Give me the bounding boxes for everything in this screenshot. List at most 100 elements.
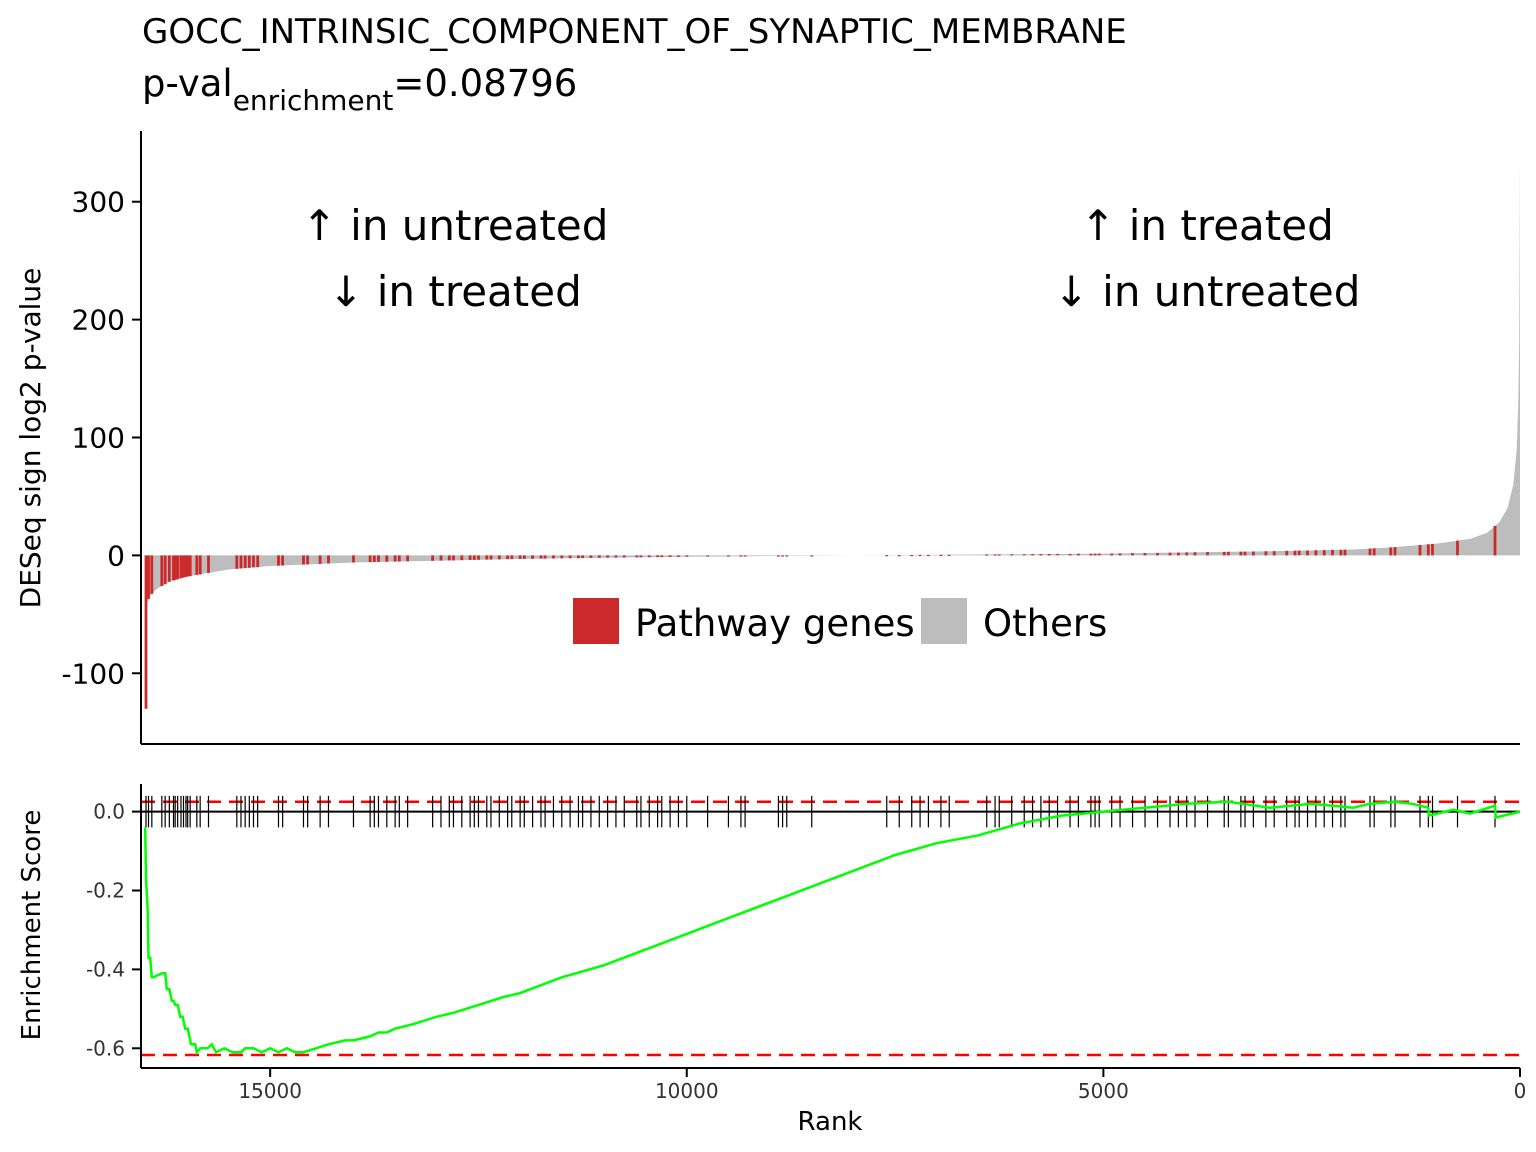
pathway-gene-bar <box>377 555 380 562</box>
pathway-gene-bar <box>167 555 171 582</box>
pathway-gene-bar <box>1343 549 1347 556</box>
pathway-gene-bar <box>352 555 355 563</box>
top-y-tick-label: 200 <box>72 304 125 337</box>
pval-prefix: p-val <box>142 62 233 105</box>
pathway-gene-bar <box>1089 553 1093 556</box>
annotation-left-line1: ↑ in untreated <box>302 201 609 250</box>
pathway-gene-bar <box>539 555 543 559</box>
pathway-gene-bar <box>656 555 659 558</box>
bottom-y-tick-label: 0.0 <box>93 800 125 824</box>
pathway-gene-bar <box>1177 552 1180 556</box>
pathway-gene-bar <box>1031 554 1034 556</box>
pathway-gene-bar <box>706 555 709 557</box>
pathway-gene-bar <box>1143 553 1147 556</box>
pathway-gene-bar <box>160 555 164 586</box>
annotation-right-line1: ↑ in treated <box>1080 201 1334 250</box>
pathway-gene-bar <box>460 555 464 561</box>
bottom-y-axis-title: Enrichment Score <box>17 810 47 1041</box>
pathway-gene-bar <box>1368 548 1372 556</box>
pathway-gene-bar <box>939 554 943 556</box>
pathway-gene-bar <box>1222 551 1226 556</box>
legend-pathway-label: Pathway genes <box>635 602 915 645</box>
pathway-gene-bar <box>179 555 183 579</box>
pathway-gene-bar <box>1227 551 1230 556</box>
pathway-gene-bar <box>247 555 251 568</box>
pathway-gene-bar <box>685 555 689 557</box>
pathway-gene-bar <box>993 554 997 556</box>
pathway-gene-bar <box>472 555 476 560</box>
pathway-gene-bar <box>997 554 1001 556</box>
pathway-gene-bar <box>1047 554 1051 556</box>
ranked-statistic-panel: 300 200 100 0 -100 DESeq sign log2 p-value ↑… <box>14 131 1521 745</box>
pathway-gene-bar <box>581 555 584 559</box>
pathway-gene-bar <box>785 555 789 557</box>
pathway-gene-bar <box>176 555 180 580</box>
pathway-gene-bar <box>1193 552 1197 556</box>
pathway-gene-bar <box>497 555 501 560</box>
pathway-gene-bar <box>510 555 514 560</box>
pathway-gene-bar <box>277 555 280 566</box>
top-y-tick-label: -100 <box>61 657 125 690</box>
pathway-gene-bar <box>239 555 243 569</box>
pathway-gene-bar <box>1206 552 1209 556</box>
enrichment-score-panel: 0.0 -0.2 -0.4 -0.6 15000 10000 5000 0 Enrichme… <box>17 784 1526 1137</box>
pathway-gene-bar <box>1272 551 1276 556</box>
pathway-gene-bar <box>1389 547 1393 556</box>
bottom-y-ticks: 0.0 -0.2 -0.4 -0.6 <box>86 800 141 1060</box>
pathway-gene-bar <box>947 554 951 556</box>
legend-others-swatch <box>921 598 967 644</box>
pathway-gene-bar <box>368 555 372 563</box>
pathway-gene-bar <box>639 555 643 558</box>
pathway-gene-bar <box>985 554 989 556</box>
pathway-gene-bar <box>1243 551 1247 556</box>
pathway-gene-bar <box>1306 550 1309 556</box>
enrichment-score-line <box>143 800 1521 1055</box>
pathway-gene-bar <box>506 555 509 560</box>
pathway-gene-bar <box>1239 551 1243 556</box>
bottom-y-tick-label: -0.2 <box>86 879 125 903</box>
pathway-gene-bar <box>327 555 330 564</box>
pathway-gene-bar <box>1022 554 1026 556</box>
pathway-gene-bar <box>1252 551 1255 556</box>
pathway-gene-bar <box>397 555 401 562</box>
pathway-gene-bar <box>281 555 284 566</box>
pathway-gene-bar <box>256 555 260 568</box>
pval-value: =0.08796 <box>393 62 578 105</box>
pathway-gene-bar <box>1131 553 1134 556</box>
pathway-gene-bar <box>393 555 397 562</box>
pathway-gene-bar <box>302 555 305 565</box>
bottom-x-tick-label: 5000 <box>1078 1079 1129 1103</box>
pathway-gene-bar <box>1431 543 1434 556</box>
pathway-gene-bar <box>306 555 309 565</box>
pathway-gene-bar <box>182 555 185 578</box>
pathway-gene-bar <box>1118 553 1122 556</box>
pathway-gene-bar <box>173 555 177 580</box>
pathway-gene-bar <box>1110 553 1114 556</box>
pathway-gene-bar <box>372 555 376 562</box>
pathway-gene-bar <box>743 555 747 557</box>
pathway-gene-bar <box>635 555 639 558</box>
pathway-gene-bar <box>560 555 564 559</box>
chart-title: GOCC_INTRINSIC_COMPONENT_OF_SYNAPTIC_MEM… <box>142 12 1127 52</box>
bottom-x-tick-label: 15000 <box>238 1079 302 1103</box>
pathway-gene-bar <box>195 555 199 575</box>
pathway-gene-bar <box>597 555 601 558</box>
pathway-gene-bar <box>531 555 534 559</box>
pathway-gene-bar <box>1056 553 1059 556</box>
pathway-gene-bar <box>622 555 626 558</box>
pathway-gene-bar <box>668 555 672 557</box>
bottom-y-tick-label: -0.6 <box>86 1036 125 1060</box>
pathway-gene-bar <box>1097 553 1101 556</box>
chart-subtitle-pvalue: p-valenrichment=0.08796 <box>142 62 577 117</box>
pathway-gene-bar <box>918 554 922 557</box>
pathway-gene-bar <box>577 555 580 559</box>
pathway-gene-bar <box>727 555 730 557</box>
pathway-gene-bar <box>897 555 901 557</box>
pathway-gene-bar <box>885 555 889 557</box>
pathway-gene-bar <box>1456 540 1459 556</box>
pathway-gene-bar <box>477 555 480 560</box>
pathway-gene-bar <box>207 555 210 573</box>
top-y-tick-label: 100 <box>72 422 125 455</box>
top-y-tick-label: 0 <box>107 539 125 572</box>
